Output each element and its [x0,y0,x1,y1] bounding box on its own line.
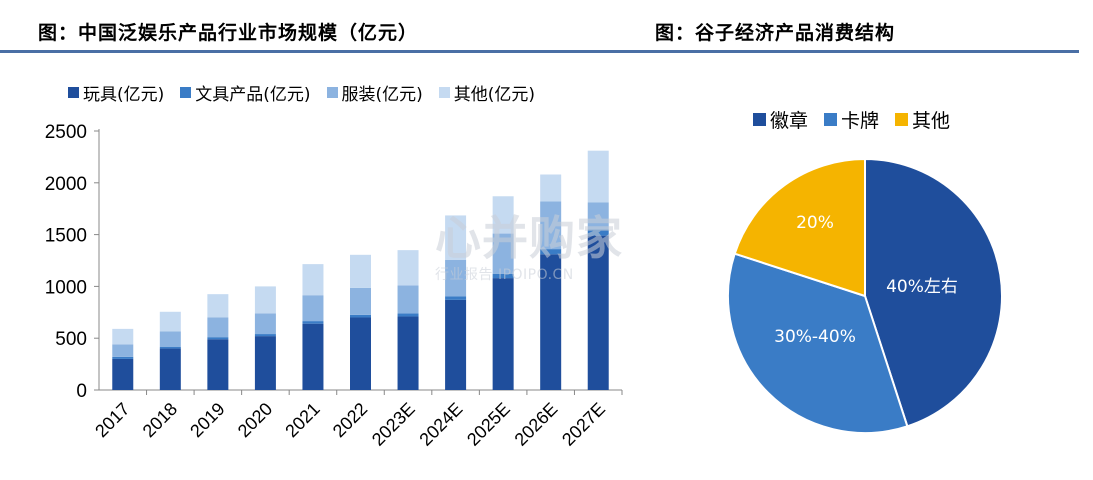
pie-legend: 徽章 卡牌 其他 [753,106,966,133]
y-tick-label: 2000 [45,174,87,195]
bar-segment [397,285,419,314]
bar-segment [207,294,229,318]
legend-swatch [753,113,766,126]
bar-segment [350,254,371,288]
bar-segment [540,249,562,255]
legend-label: 卡牌 [841,110,880,132]
x-tick-label: 2023E [368,399,419,450]
legend-swatch [895,113,909,126]
x-tick-label: 2026E [511,399,562,450]
pie-slice-label: 40%左右 [886,277,958,297]
bar-segment [445,299,467,390]
bar-segment [445,215,467,260]
bar-chart-title: 图：中国泛娱乐产品行业市场规模（亿元） [38,22,419,44]
bar-segment [445,259,467,297]
bar-segment [492,233,514,274]
bar-segment [397,250,419,286]
bar-segment [302,321,324,324]
bar-segment [254,336,276,390]
bar-segment [159,347,181,349]
x-tick-label: 2018 [139,399,181,441]
legend-label: 文具产品(亿元) [195,85,311,105]
legend-label: 徽章 [770,110,809,132]
bar-segment [587,150,609,203]
bar-segment [302,264,324,296]
bar-segment [302,295,324,322]
legend-swatch [180,87,192,98]
x-tick-label: 2021 [281,399,323,441]
legend-swatch [68,87,79,98]
y-tick-label: 1000 [45,277,87,298]
y-tick-label: 1500 [45,226,87,247]
legend-label: 其他(亿元) [453,85,536,105]
bar-segment [540,254,562,390]
bar-segment [112,358,134,390]
bar-segment [112,344,134,357]
bar-segment [540,174,562,202]
pie-slice-label: 20% [796,213,834,233]
bar-segment [112,328,134,345]
x-tick-label: 2022 [329,399,371,441]
bar-segment [112,356,134,359]
x-tick-label: 2025E [463,399,514,450]
x-tick-label: 2019 [186,399,228,441]
bar-segment [207,317,229,338]
bar-segment [492,273,514,279]
bar-segment [587,235,609,390]
bar-segment [397,313,419,317]
bar-segment [540,201,562,250]
y-tick-label: 2500 [45,122,87,143]
bar-segment [445,296,467,300]
bar-segment [302,323,324,390]
bar-segment [350,287,371,315]
legend-label: 其他 [912,110,951,132]
pie-legend-item: 徽章 [753,106,808,133]
bar-legend-item: 其他(亿元) [438,80,536,105]
bar-segment [254,313,276,335]
pie-slice [733,157,866,298]
pie-chart-title: 图：谷子经济产品消费结构 [655,22,896,44]
y-tick-label: 0 [76,381,87,402]
bar-segment [254,334,276,337]
bar-segment [207,339,229,390]
header: 图：中国泛娱乐产品行业市场规模（亿元） 图：谷子经济产品消费结构 [0,0,1093,53]
bar-segment [492,196,514,234]
legend-swatch [438,87,450,98]
x-tick-label: 2017 [91,399,133,441]
bar-segment [207,337,229,340]
bar-legend: 玩具(亿元) 文具产品(亿元) 服装(亿元) 其他(亿元) [68,80,551,105]
bar-legend-item: 服装(亿元) [326,80,423,105]
pie-legend-item: 卡牌 [824,106,879,133]
bar-segment [397,316,419,390]
header-divider [0,50,1079,53]
pie-slice [727,252,909,434]
legend-swatch [326,87,338,98]
bar-segment [159,311,181,332]
bar-segment [587,229,609,236]
legend-swatch [824,113,838,126]
bar-segment [492,278,514,390]
x-tick-label: 2020 [234,399,276,441]
y-tick-label: 500 [55,329,87,350]
pie-slice [864,157,1003,428]
bar-legend-item: 文具产品(亿元) [180,80,311,105]
bar-segment [254,286,276,314]
bar-segment [587,202,609,230]
x-tick-label: 2024E [415,399,466,450]
bar-legend-item: 玩具(亿元) [68,80,164,105]
pie-slice-label: 30%-40% [774,327,856,347]
pie-legend-item: 其他 [895,106,950,133]
bar-segment [350,314,371,318]
bar-segment [159,331,181,348]
bar-segment [159,348,181,390]
bar-segment [350,317,371,390]
legend-label: 服装(亿元) [341,85,423,105]
legend-label: 玩具(亿元) [83,85,165,105]
x-tick-label: 2027E [558,399,609,450]
